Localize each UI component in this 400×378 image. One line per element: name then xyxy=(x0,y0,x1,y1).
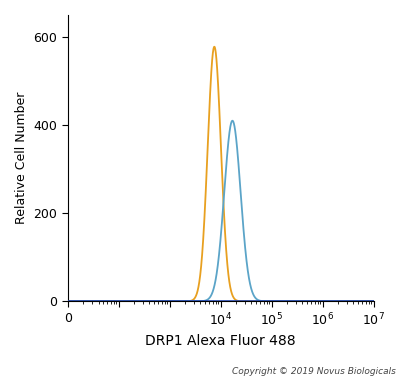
Y-axis label: Relative Cell Number: Relative Cell Number xyxy=(15,92,28,224)
X-axis label: DRP1 Alexa Fluor 488: DRP1 Alexa Fluor 488 xyxy=(145,334,296,348)
Text: Copyright © 2019 Novus Biologicals: Copyright © 2019 Novus Biologicals xyxy=(232,367,396,376)
